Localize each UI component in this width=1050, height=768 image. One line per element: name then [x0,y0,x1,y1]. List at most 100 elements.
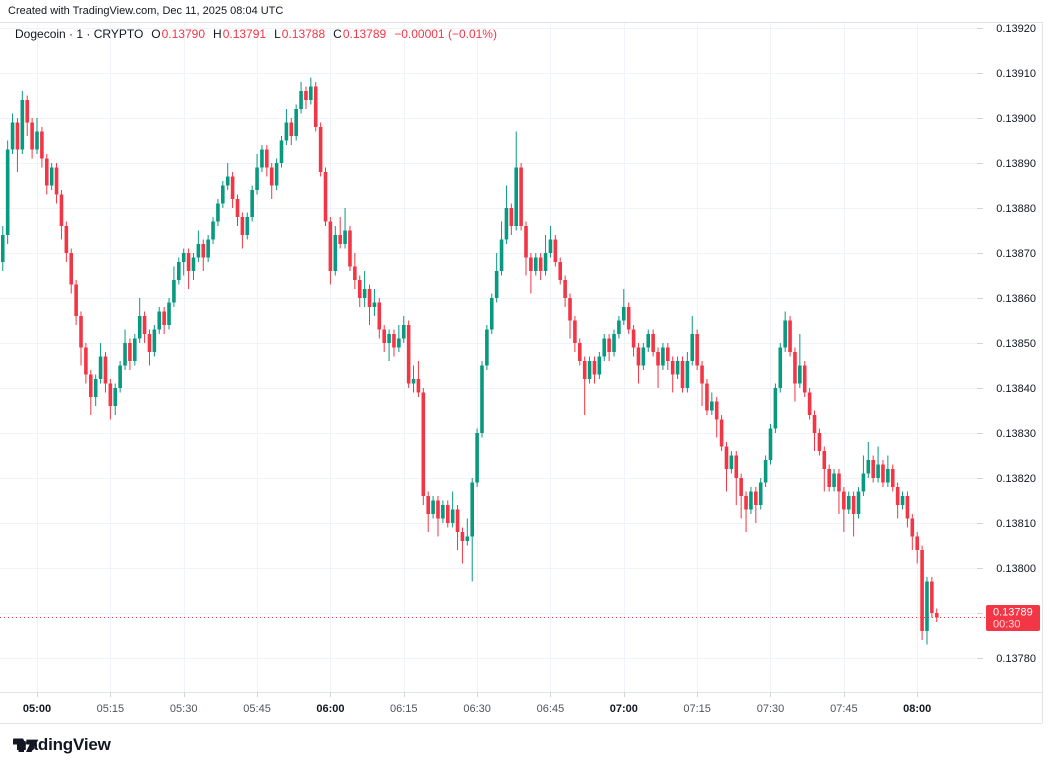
candle-body [304,91,308,100]
candle-body [744,496,748,510]
candle-body [186,253,191,271]
candle-body [421,392,426,496]
candle-body [196,244,201,258]
candle-body [754,491,758,505]
candle-body [250,190,254,217]
candle-body [98,356,103,379]
candle-body [441,505,445,519]
price-axis-label: 0.13910 [996,68,1036,80]
candle-body [279,140,284,163]
tradingview-logo[interactable]: TradingView [13,735,111,755]
candle-body [191,257,196,271]
candle-body [538,257,543,271]
candle-body [201,244,206,258]
candle-body [798,365,802,384]
candle-body [411,379,416,384]
candle-body [920,550,924,631]
candle-body [631,329,636,348]
symbol-title[interactable]: Dogecoin · 1 · CRYPTO [15,27,144,41]
time-axis-label: 05:00 [23,703,51,715]
time-axis-label: 06:15 [390,703,418,715]
legend-close: C0.13789 [333,27,387,41]
candle-body [597,356,602,375]
candle-body [10,122,15,150]
legend-low: L0.13788 [274,27,326,41]
candle-body [162,311,166,325]
time-axis-label: 06:30 [463,703,491,715]
legend-open: O0.13790 [151,27,206,41]
candle-body [406,325,411,384]
time-axis-label: 07:45 [830,703,858,715]
candle-body [25,100,30,123]
candle-body [240,217,245,235]
candle-body [49,167,54,186]
candle-body [416,379,421,393]
candle-body [886,469,890,483]
candle-body [318,127,323,172]
candle-body [695,334,699,366]
candle-body [362,289,367,298]
candle-body [338,235,342,244]
price-axis-label: 0.13810 [996,518,1036,530]
candle-body [59,194,64,226]
candle-body [861,473,866,492]
candle-body [768,428,773,460]
time-axis[interactable]: 05:00 05:15 05:30 05:45 06:00 06:15 06:30 06:45… [23,703,931,715]
candle-body [357,280,362,298]
candle-body [661,347,665,366]
candle-body [675,361,680,375]
candle-body [387,334,391,343]
price-chart-canvas[interactable]: 0.13920 0.13910 0.13900 0.13890 0.13880 0.138… [0,0,1050,725]
candle-body [20,100,25,150]
candle-body [157,311,162,330]
candle-body [284,122,289,141]
candle-body [514,167,519,226]
candle-body [260,149,264,168]
candle-body [44,158,49,186]
candle-body [489,298,494,330]
candle-body [152,329,157,352]
time-axis-label: 05:15 [97,703,125,715]
candle-body [568,298,572,321]
candle-body [714,401,719,420]
price-axis[interactable]: 0.13920 0.13910 0.13900 0.13890 0.13880 0.138… [996,23,1036,665]
candle-body [773,388,778,429]
candle-body [930,581,934,613]
legend-high: H0.13791 [213,27,267,41]
candle-body [587,361,592,379]
candle-body [827,469,831,487]
candle-body [558,262,563,280]
time-axis-label: 07:30 [757,703,785,715]
price-axis-label: 0.13920 [996,23,1036,35]
candle-body [524,226,528,258]
candle-body [372,302,377,307]
candle-body [553,239,558,262]
candle-body [274,163,279,186]
candle-body [822,451,827,469]
candle-body [729,455,734,469]
candle-body [460,532,465,541]
candle-body [925,581,929,631]
candle-body [475,433,479,483]
candle-body [529,257,533,271]
candle-body [397,338,401,348]
candle-body [367,289,372,307]
candle-body [577,343,582,361]
candle-body [651,334,655,352]
candle-body [113,388,118,406]
chart-legend: Dogecoin · 1 · CRYPTO O0.13790 H0.13791 … [15,27,497,41]
candle-body [685,361,690,388]
candle-body [758,482,763,505]
candle-body [328,221,333,271]
price-axis-label: 0.13890 [996,158,1036,170]
candle-body [5,149,10,235]
candle-body [64,226,69,253]
candle-body [680,361,685,388]
candle-body [147,334,152,352]
candle-body [622,307,626,321]
candle-body [480,365,484,433]
candle-body [494,271,499,298]
candle-body [910,518,915,537]
price-axis-label: 0.13900 [996,113,1036,125]
candle-body [485,329,489,366]
